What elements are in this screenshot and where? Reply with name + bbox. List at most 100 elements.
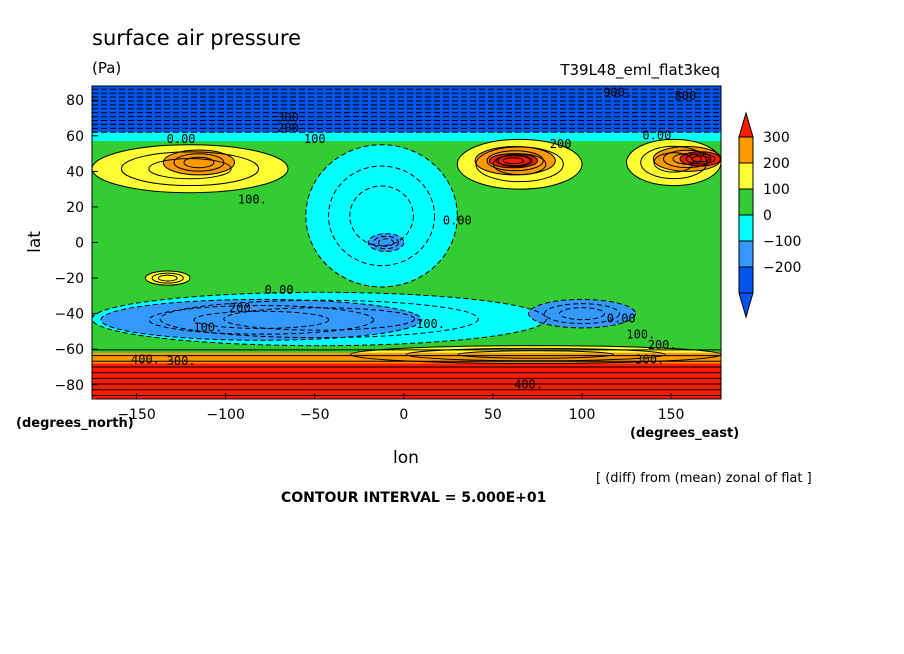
field-band <box>92 132 721 142</box>
diff-note: [ (diff) from (mean) zonal of flat ] <box>596 471 812 486</box>
colorbar-top-arrow <box>738 111 754 138</box>
contour-ring <box>496 155 531 167</box>
contour-label: 200 <box>550 137 572 151</box>
contour-label: 0.00 <box>607 312 636 326</box>
y-tick-label: 40 <box>66 164 84 180</box>
contour-ring <box>148 305 375 335</box>
contour-label: 200 <box>277 121 299 135</box>
contour-ring <box>559 307 605 321</box>
x-axis-label: lon <box>393 448 419 468</box>
contour-label: 0.00 <box>642 128 671 142</box>
chart-title: surface air pressure <box>92 26 301 50</box>
contour-ring <box>162 149 236 176</box>
colorbar-swatch <box>738 188 754 216</box>
contour-ring <box>544 303 620 325</box>
contour-ring <box>305 144 458 288</box>
colorbar-label: −100 <box>763 234 801 250</box>
colorbar-label: 200 <box>763 156 790 172</box>
x-tick-label: 100 <box>569 407 596 423</box>
x-units-label: (degrees_east) <box>630 426 739 441</box>
contour-label: 0.00 <box>265 283 294 297</box>
contour-label: 0.00 <box>167 132 196 146</box>
contour-ring <box>120 151 260 187</box>
contour-ring <box>626 138 721 187</box>
contour-label: 100. <box>416 317 445 331</box>
contour-ring <box>367 233 405 252</box>
contour-ring <box>662 149 712 169</box>
contour-ring <box>151 272 184 284</box>
x-tick-label: 50 <box>484 407 502 423</box>
colorbar-swatch <box>738 214 754 242</box>
y-tick-label: 80 <box>66 93 84 109</box>
contour-ring <box>691 155 710 163</box>
contour-ring <box>173 153 225 172</box>
contour-ring <box>653 152 695 173</box>
y-axis-label: lat <box>25 231 45 253</box>
contour-label: 900. <box>603 86 632 100</box>
field-region <box>305 144 458 287</box>
contour-ring <box>92 291 547 347</box>
contour-ring <box>488 153 538 169</box>
contour-label: 200. <box>229 301 258 315</box>
contour-ring <box>405 347 666 362</box>
y-tick-label: 20 <box>66 200 84 216</box>
contour-ring <box>183 156 215 169</box>
colorbar-swatch <box>738 240 754 268</box>
contour-label: 100. <box>626 328 655 342</box>
contour-ring <box>685 153 716 165</box>
contour-ring <box>157 274 178 282</box>
colorbar-label: −200 <box>763 260 801 276</box>
contour-label: 100 <box>304 132 326 146</box>
contour-ring <box>159 299 479 339</box>
x-tick-label: −150 <box>117 407 155 423</box>
colorbar-bottom-arrow <box>738 292 754 319</box>
contour-ring <box>378 238 394 247</box>
x-tick-label: 150 <box>658 407 685 423</box>
run-label: T39L48_eml_flat3keq <box>559 61 720 80</box>
y-tick-label: 0 <box>75 236 84 252</box>
contour-ring <box>497 154 533 168</box>
contour-ring <box>373 235 399 250</box>
x-tick-label: 0 <box>399 407 408 423</box>
y-tick-label: −60 <box>54 342 84 358</box>
contour-ring <box>349 345 721 364</box>
colorbar-label: 100 <box>763 182 790 198</box>
x-tick-label: −100 <box>206 407 244 423</box>
contour-ring <box>486 150 544 172</box>
contour-ring <box>349 185 414 247</box>
contour-ring <box>144 270 191 286</box>
chart-units: (Pa) <box>92 59 121 77</box>
contour-ring <box>640 145 708 180</box>
contour-ring <box>456 138 583 190</box>
y-units-label: (degrees_north) <box>16 416 134 431</box>
contour-ring <box>328 165 436 267</box>
contour-label: 800 <box>675 89 697 103</box>
contour-ring <box>457 350 615 359</box>
colorbar-label: 300 <box>763 130 790 146</box>
x-tick-label: −50 <box>300 407 330 423</box>
colorbar-swatch <box>738 266 754 294</box>
contour-label: 100. <box>238 192 267 206</box>
contour-label: 100. <box>193 320 222 334</box>
y-tick-label: 60 <box>66 129 84 145</box>
contour-label: 200. <box>648 338 677 352</box>
colorbar-swatch <box>738 136 754 164</box>
colorbar-swatch <box>738 162 754 190</box>
colorbar: 300 200 100 0 −100 −200 <box>738 111 801 319</box>
contour-label: 0.00 <box>443 214 472 228</box>
contour-ring <box>193 310 330 329</box>
y-tick-label: −80 <box>54 378 84 394</box>
contour-ring <box>100 298 423 341</box>
contour-ring <box>474 145 556 176</box>
colorbar-label: 0 <box>763 208 772 224</box>
contour-label: 400. <box>514 377 543 391</box>
y-tick-label: −20 <box>54 271 84 287</box>
contour-ring <box>528 298 636 329</box>
contour-label: 300. <box>167 354 196 368</box>
contour-label: 300 <box>277 111 299 125</box>
contour-label: 400. <box>131 352 160 366</box>
contour-ring <box>502 157 525 165</box>
contour-interval: CONTOUR INTERVAL = 5.000E+01 <box>281 490 546 506</box>
